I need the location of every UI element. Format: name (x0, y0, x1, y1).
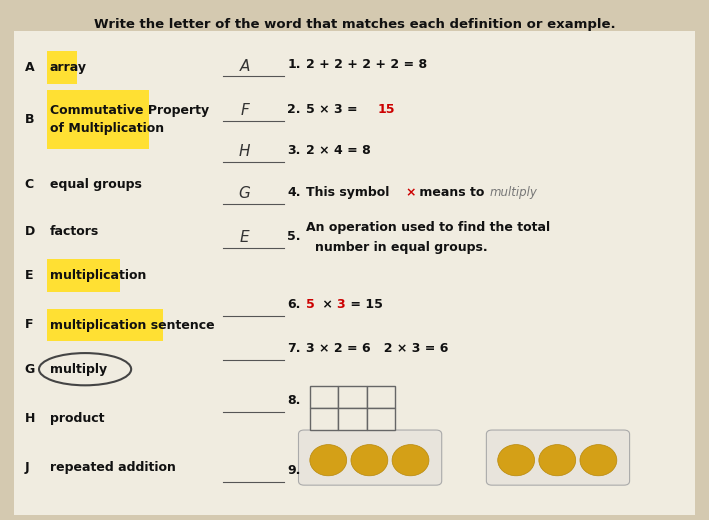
Text: C: C (25, 178, 34, 191)
Text: B: B (25, 113, 34, 126)
FancyBboxPatch shape (486, 430, 630, 485)
FancyBboxPatch shape (47, 51, 77, 84)
Ellipse shape (580, 445, 617, 476)
Text: 3 × 2 = 6   2 × 3 = 6: 3 × 2 = 6 2 × 3 = 6 (306, 342, 449, 355)
Text: factors: factors (50, 225, 99, 238)
Text: This symbol: This symbol (306, 186, 394, 199)
Text: ×: × (406, 186, 416, 199)
Text: 2.: 2. (287, 102, 301, 115)
Text: E: E (240, 230, 250, 245)
Text: 2 + 2 + 2 + 2 = 8: 2 + 2 + 2 + 2 = 8 (306, 58, 428, 71)
Ellipse shape (539, 445, 576, 476)
Text: G: G (239, 186, 250, 201)
Text: 2 × 4 = 8: 2 × 4 = 8 (306, 144, 371, 157)
FancyBboxPatch shape (47, 309, 163, 341)
Bar (310, 386, 338, 408)
Text: 3: 3 (336, 297, 345, 311)
Text: equal groups: equal groups (50, 178, 142, 191)
Text: 1.: 1. (287, 58, 301, 71)
Text: G: G (25, 363, 35, 375)
Ellipse shape (498, 445, 535, 476)
Bar (310, 408, 338, 430)
Text: repeated addition: repeated addition (50, 462, 176, 474)
Text: An operation used to find the total: An operation used to find the total (306, 220, 550, 233)
Text: number in equal groups.: number in equal groups. (315, 240, 487, 253)
Text: J: J (25, 462, 30, 474)
Text: D: D (25, 225, 35, 238)
Text: ×: × (318, 297, 337, 311)
Text: multiply: multiply (489, 186, 537, 199)
Bar (338, 408, 367, 430)
Text: 5: 5 (306, 297, 315, 311)
FancyBboxPatch shape (14, 31, 695, 515)
Text: = 15: = 15 (346, 297, 383, 311)
Text: 9.: 9. (287, 464, 301, 477)
FancyBboxPatch shape (47, 259, 120, 292)
Text: multiplication: multiplication (50, 269, 146, 282)
Text: Commutative Property
of Multiplication: Commutative Property of Multiplication (50, 104, 208, 135)
FancyBboxPatch shape (47, 90, 149, 149)
Bar (338, 386, 367, 408)
Bar (367, 386, 395, 408)
Text: 15: 15 (377, 102, 395, 115)
Text: 7.: 7. (287, 342, 301, 355)
Text: H: H (239, 145, 250, 159)
Text: multiplication sentence: multiplication sentence (50, 318, 214, 332)
Text: H: H (25, 412, 35, 425)
Text: E: E (25, 269, 33, 282)
Ellipse shape (351, 445, 388, 476)
Text: product: product (50, 412, 104, 425)
Text: array: array (50, 61, 86, 74)
Text: 3.: 3. (287, 144, 301, 157)
Bar (367, 408, 395, 430)
Text: multiply: multiply (50, 363, 107, 375)
Text: A: A (25, 61, 35, 74)
Text: means to: means to (415, 186, 489, 199)
Text: 6.: 6. (287, 297, 301, 311)
Text: A: A (240, 59, 250, 73)
Text: F: F (240, 103, 249, 118)
Ellipse shape (392, 445, 429, 476)
Text: Write the letter of the word that matches each definition or example.: Write the letter of the word that matche… (94, 18, 615, 31)
Text: 5 × 3 =: 5 × 3 = (306, 102, 362, 115)
Text: F: F (25, 318, 33, 332)
FancyBboxPatch shape (298, 430, 442, 485)
Text: 8.: 8. (287, 394, 301, 407)
Text: 5.: 5. (287, 230, 301, 243)
Ellipse shape (310, 445, 347, 476)
Text: 4.: 4. (287, 186, 301, 199)
